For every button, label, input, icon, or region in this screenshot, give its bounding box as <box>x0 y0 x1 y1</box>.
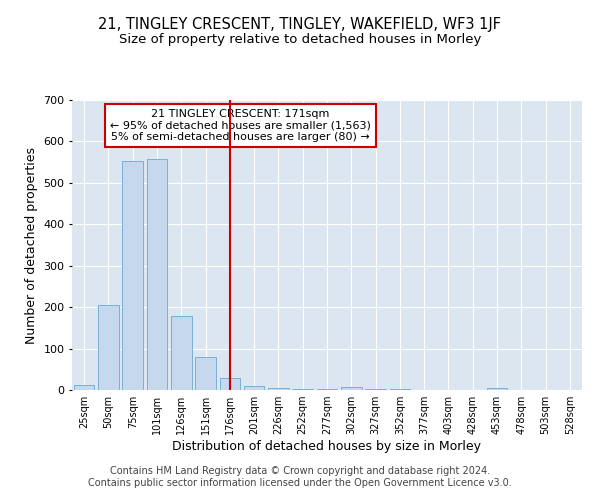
Text: 21, TINGLEY CRESCENT, TINGLEY, WAKEFIELD, WF3 1JF: 21, TINGLEY CRESCENT, TINGLEY, WAKEFIELD… <box>98 18 502 32</box>
Bar <box>195 358 216 390</box>
Text: 21 TINGLEY CRESCENT: 171sqm
← 95% of detached houses are smaller (1,563)
5% of s: 21 TINGLEY CRESCENT: 171sqm ← 95% of det… <box>110 108 371 142</box>
Bar <box>171 316 191 390</box>
Bar <box>268 388 289 390</box>
Bar <box>74 385 94 390</box>
Text: Contains HM Land Registry data © Crown copyright and database right 2024.
Contai: Contains HM Land Registry data © Crown c… <box>88 466 512 487</box>
Bar <box>122 161 143 390</box>
Bar <box>220 378 240 390</box>
Bar <box>98 305 119 390</box>
Bar <box>292 389 313 390</box>
Bar <box>389 389 410 390</box>
Bar <box>341 387 362 390</box>
Bar <box>244 386 265 390</box>
Bar <box>487 388 508 390</box>
Bar <box>365 389 386 390</box>
X-axis label: Distribution of detached houses by size in Morley: Distribution of detached houses by size … <box>173 440 482 453</box>
Bar <box>317 389 337 390</box>
Text: Size of property relative to detached houses in Morley: Size of property relative to detached ho… <box>119 32 481 46</box>
Bar <box>146 159 167 390</box>
Y-axis label: Number of detached properties: Number of detached properties <box>25 146 38 344</box>
